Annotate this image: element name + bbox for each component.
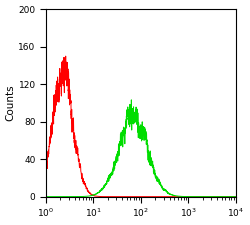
Y-axis label: Counts: Counts <box>6 85 16 121</box>
